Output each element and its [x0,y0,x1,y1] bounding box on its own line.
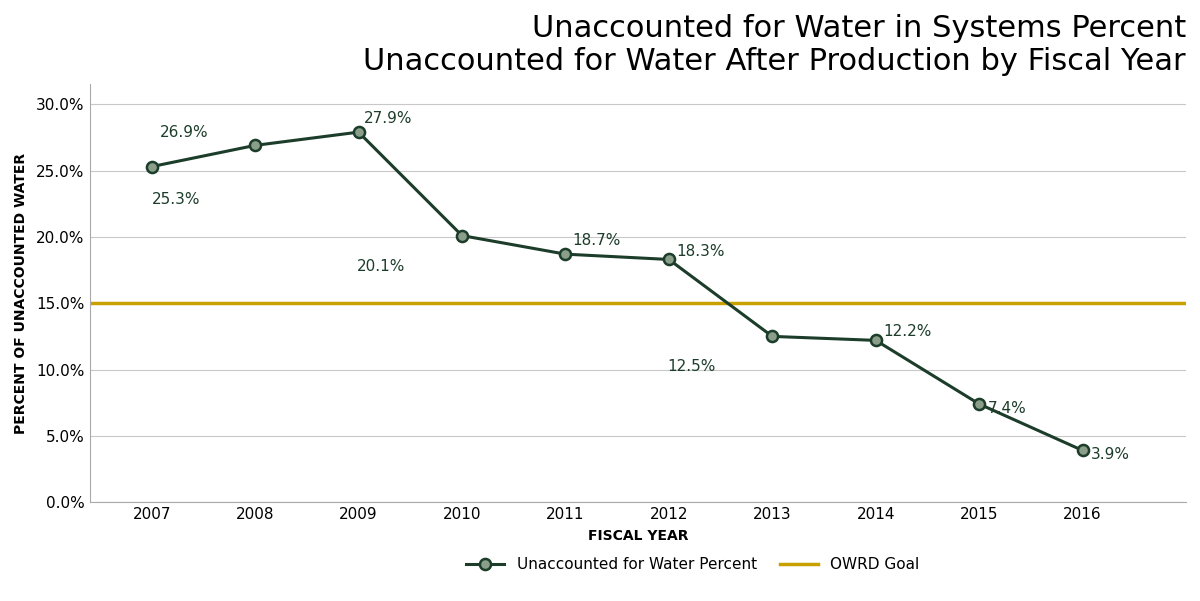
Text: 25.3%: 25.3% [151,192,200,207]
X-axis label: FISCAL YEAR: FISCAL YEAR [588,529,688,543]
Text: 20.1%: 20.1% [356,258,406,273]
Text: 12.5%: 12.5% [667,359,715,374]
Text: 18.7%: 18.7% [572,233,622,248]
Text: 3.9%: 3.9% [1091,447,1130,462]
Text: 27.9%: 27.9% [364,111,413,126]
Text: Unaccounted for Water in Systems Percent
Unaccounted for Water After Production : Unaccounted for Water in Systems Percent… [364,14,1186,76]
Text: 7.4%: 7.4% [988,400,1026,415]
Y-axis label: PERCENT OF UNACCOUNTED WATER: PERCENT OF UNACCOUNTED WATER [14,153,28,434]
Text: 18.3%: 18.3% [676,244,725,259]
Text: 12.2%: 12.2% [883,323,931,338]
Legend: Unaccounted for Water Percent, OWRD Goal: Unaccounted for Water Percent, OWRD Goal [460,551,925,578]
Text: 26.9%: 26.9% [160,124,209,139]
